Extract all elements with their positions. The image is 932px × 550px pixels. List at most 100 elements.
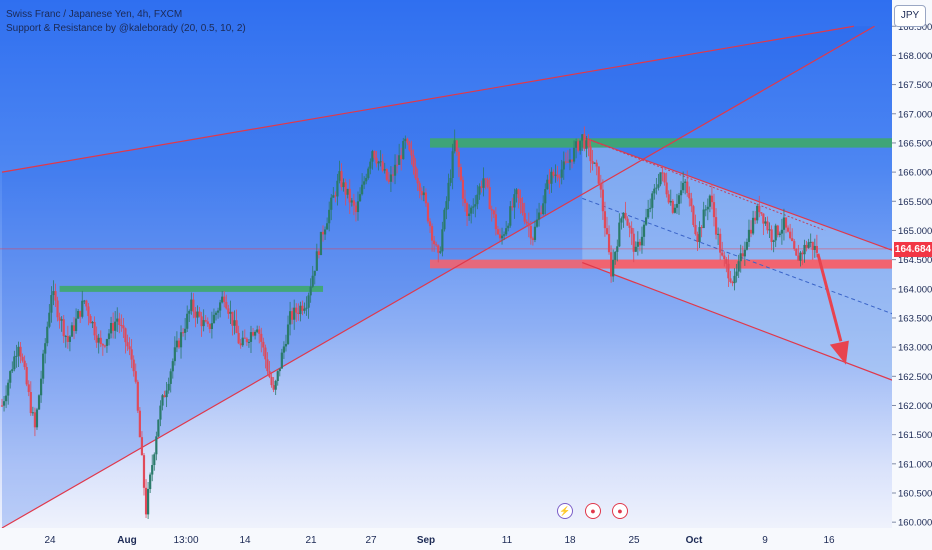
candle-body <box>256 329 259 332</box>
candle-body <box>93 321 96 336</box>
currency-button[interactable]: JPY <box>894 5 926 27</box>
candle-body <box>373 151 376 158</box>
candle-body <box>725 259 728 264</box>
candle-body <box>410 150 413 156</box>
record-icon[interactable]: ● <box>612 503 628 519</box>
candle-body <box>297 312 300 315</box>
candle-body <box>77 310 80 319</box>
candle-body <box>599 183 602 190</box>
forecast-arrow-head <box>829 340 849 365</box>
candle-body <box>95 335 98 343</box>
candle-body <box>684 181 687 183</box>
candle-body <box>103 345 106 347</box>
candle-body <box>350 200 353 203</box>
candle-body <box>17 346 20 356</box>
time-tick-label: 13:00 <box>173 535 198 546</box>
candle-body <box>704 209 707 211</box>
candle-body <box>105 339 109 346</box>
candle-body <box>175 340 179 348</box>
candle-body <box>383 169 386 171</box>
candle-body <box>282 346 286 353</box>
candle-body <box>655 187 658 189</box>
candle-body <box>313 270 316 276</box>
candle-body <box>118 318 121 326</box>
candle-body <box>25 367 28 385</box>
candle-body <box>231 311 234 326</box>
candle-body <box>284 343 288 347</box>
candle-body <box>447 182 450 202</box>
candle-body <box>537 212 541 220</box>
candle-body <box>56 300 59 318</box>
lightning-icon[interactable]: ⚡ <box>557 503 573 519</box>
candle-body <box>809 241 812 243</box>
candle-body <box>27 384 30 393</box>
price-tick-label: 164.000 <box>898 284 932 295</box>
candle-body <box>470 207 473 214</box>
candle-body <box>274 381 277 390</box>
candle-body <box>149 474 152 489</box>
candle-body <box>385 169 388 180</box>
candle-body <box>626 218 629 226</box>
candle-body <box>494 214 497 230</box>
candle-body <box>181 332 185 334</box>
candle-body <box>109 322 113 334</box>
time-tick-label: 9 <box>762 535 768 546</box>
candle-body <box>233 320 236 326</box>
candle-body <box>13 356 16 370</box>
time-tick-label: 18 <box>564 535 576 546</box>
candle-body <box>424 192 428 204</box>
candle-body <box>770 229 773 242</box>
candle-body <box>87 306 90 317</box>
resistance-zone <box>59 285 324 292</box>
candle-body <box>811 241 814 250</box>
candle-body <box>235 320 238 333</box>
price-tick-label: 162.500 <box>898 372 932 383</box>
indicator-label: Support & Resistance by @kaleborady (20,… <box>6 23 246 34</box>
candle-body <box>395 164 399 166</box>
candle-body <box>505 228 508 235</box>
candle-body <box>572 147 576 162</box>
candle-body <box>789 231 792 239</box>
candle-body <box>605 228 609 235</box>
candle-body <box>278 368 281 372</box>
candle-body <box>560 169 563 178</box>
candle-body <box>342 182 345 188</box>
candle-body <box>23 360 26 368</box>
candle-body <box>690 198 693 207</box>
candle-body <box>550 171 553 184</box>
candle-body <box>44 343 47 354</box>
candle-body <box>577 141 580 151</box>
candle-body <box>521 203 524 213</box>
candle-body <box>46 326 49 344</box>
candle-body <box>72 325 76 332</box>
candle-body <box>622 212 625 219</box>
candle-body <box>186 313 189 329</box>
candle-body <box>435 244 438 246</box>
candle-body <box>708 195 711 207</box>
candle-body <box>758 205 761 213</box>
candle-body <box>9 371 12 383</box>
candle-body <box>132 359 135 372</box>
candle-body <box>544 189 547 204</box>
candle-body <box>210 323 213 329</box>
candle-body <box>642 224 646 237</box>
resistance-zone <box>430 138 892 148</box>
candle-body <box>509 206 512 226</box>
candle-body <box>192 299 195 312</box>
candle-body <box>620 218 623 223</box>
candle-body <box>488 187 491 210</box>
candle-body <box>710 195 714 203</box>
candle-body <box>204 320 207 322</box>
candle-body <box>743 249 746 257</box>
candle-body <box>595 162 598 167</box>
candle-body <box>712 202 716 218</box>
candle-body <box>749 229 753 234</box>
candle-body <box>138 410 141 438</box>
time-tick-label: 11 <box>502 535 513 546</box>
candle-body <box>786 227 790 232</box>
record-icon[interactable]: ● <box>585 503 601 519</box>
candle-body <box>649 207 652 209</box>
candle-body <box>513 194 516 208</box>
